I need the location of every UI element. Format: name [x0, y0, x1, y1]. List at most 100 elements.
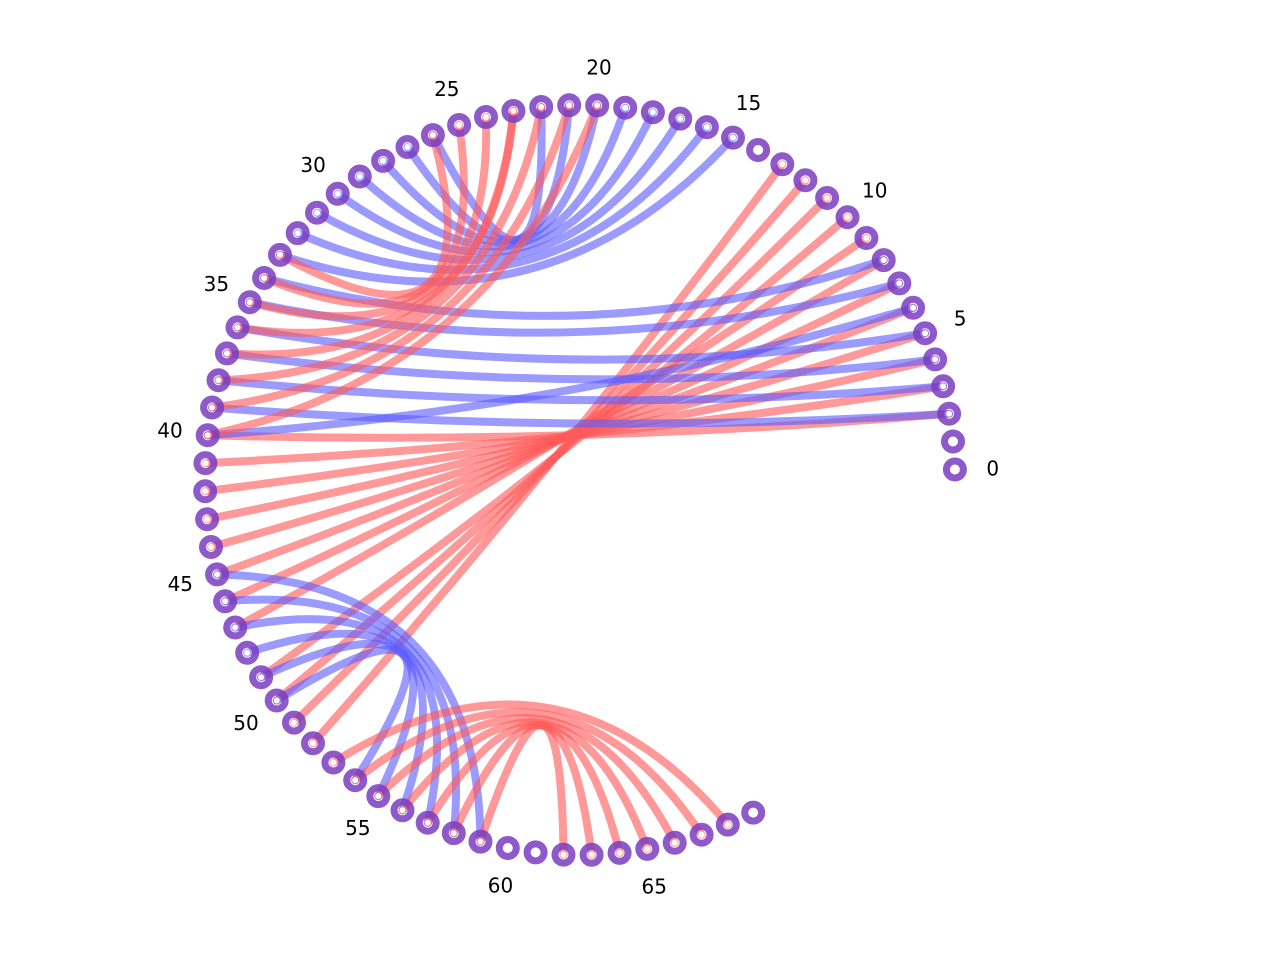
node-center [209, 404, 216, 411]
node-3 [931, 374, 956, 399]
node-65 [635, 836, 660, 861]
node-center [779, 161, 786, 168]
node-ring [640, 100, 665, 125]
node-ring [913, 321, 938, 346]
node-center [208, 544, 214, 550]
node-center [330, 759, 337, 766]
node-center [844, 214, 851, 221]
node-center [214, 571, 221, 578]
node-47 [223, 615, 248, 640]
node-center [951, 466, 958, 473]
node-1 [941, 429, 965, 454]
node-ring [193, 479, 218, 504]
node-center [698, 831, 705, 838]
node-ring [501, 99, 526, 123]
tick-labels: 0 5 10 15 20 25 30 35 40 45 50 55 60 65 [157, 55, 999, 898]
node-55 [366, 784, 391, 809]
tick-label-40: 40 [157, 419, 182, 443]
node-center [456, 122, 463, 128]
node-33 [268, 242, 292, 267]
tick-label-0: 0 [986, 457, 999, 481]
node-ring [585, 93, 610, 118]
node-ring [199, 535, 223, 559]
node-ring [715, 812, 740, 837]
node-ring [668, 106, 693, 131]
node-61 [523, 840, 548, 865]
node-center [450, 830, 457, 837]
node-center [204, 516, 211, 523]
node-ring [264, 688, 289, 713]
node-center [314, 209, 320, 216]
node-ring [252, 266, 277, 290]
node-center [399, 807, 406, 814]
node-ring [793, 168, 818, 193]
node-center [950, 438, 956, 445]
node-center [824, 195, 831, 201]
node-5 [913, 321, 938, 346]
nodes-layer [193, 93, 967, 867]
node-ring [746, 138, 771, 162]
node-44 [199, 535, 223, 559]
node-ring [635, 836, 660, 861]
edge-8-34 [260, 256, 888, 320]
node-46 [213, 589, 238, 614]
edge-46-58 [221, 595, 461, 838]
node-center [566, 102, 573, 109]
node-34 [252, 266, 277, 290]
tick-label-15: 15 [736, 91, 761, 115]
node-center [896, 280, 903, 287]
node-ring [931, 374, 956, 399]
node-ring [225, 315, 250, 340]
node-50 [264, 688, 289, 713]
node-16 [694, 115, 719, 140]
node-center [750, 809, 757, 816]
node-32 [285, 221, 310, 246]
node-0 [942, 457, 967, 482]
node-center [380, 157, 387, 164]
node-ring [213, 589, 238, 614]
node-ring [937, 401, 962, 426]
node-67 [689, 822, 714, 847]
node-49 [249, 665, 274, 690]
node-51 [282, 710, 306, 735]
node-ring [689, 822, 714, 847]
node-ring [815, 186, 840, 210]
node-ring [321, 750, 346, 775]
node-center [932, 356, 939, 363]
node-ring [579, 842, 604, 867]
node-43 [195, 507, 220, 532]
node-center [234, 324, 241, 331]
node-center [352, 777, 359, 784]
node-ring [200, 395, 225, 420]
node-40 [195, 423, 220, 448]
node-17 [668, 106, 693, 131]
node-ring [854, 226, 879, 250]
node-center [724, 821, 731, 828]
node-ring [285, 221, 310, 246]
node-center [532, 849, 539, 856]
node-center [677, 115, 684, 122]
node-ring [395, 135, 420, 159]
node-center [246, 299, 253, 306]
node-24 [474, 105, 498, 129]
node-center [375, 793, 382, 800]
node-25 [447, 113, 472, 137]
edge-21-39 [208, 101, 574, 412]
node-center [622, 104, 629, 111]
edge-53-68 [329, 700, 732, 829]
node-center [424, 819, 431, 826]
edge-17-31 [313, 114, 685, 264]
node-ring [523, 840, 548, 865]
edge-15-33 [276, 133, 737, 286]
edge-22-38 [214, 103, 546, 385]
edges-layer [201, 101, 954, 859]
node-ring [835, 205, 860, 230]
node-26 [420, 123, 445, 148]
node-center [616, 849, 623, 856]
node-22 [529, 95, 554, 119]
node-center [946, 410, 953, 417]
tick-label-35: 35 [204, 272, 229, 296]
node-12 [793, 168, 818, 193]
node-ring [942, 457, 967, 482]
